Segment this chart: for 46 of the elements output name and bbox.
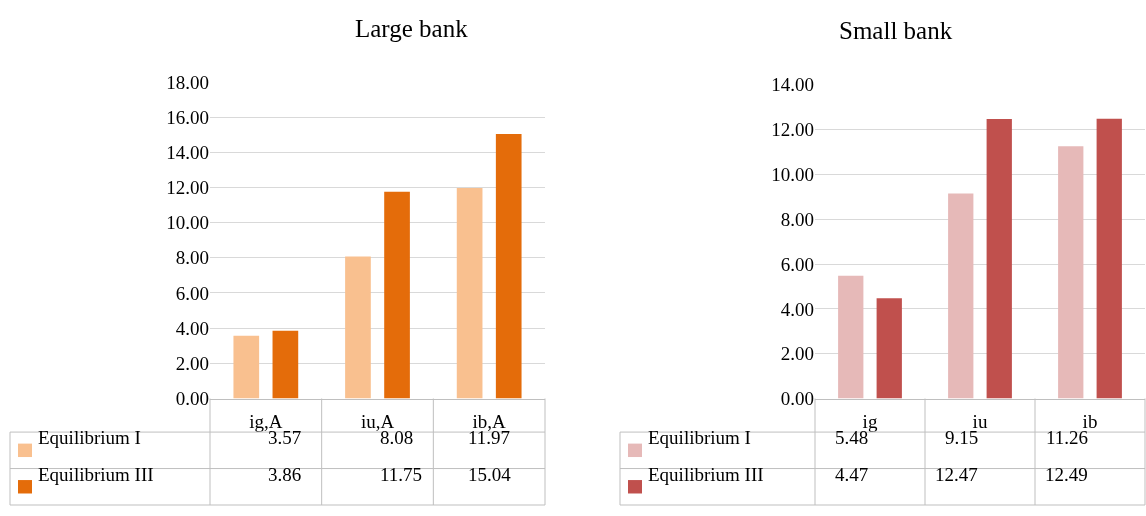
bar: [345, 256, 371, 399]
data-label: 3.86: [268, 464, 302, 485]
data-label: 15.04: [468, 464, 512, 485]
bar: [876, 298, 902, 399]
legend-label: Equilibrium I: [648, 427, 751, 448]
y-tick-label: 6.00: [175, 282, 209, 304]
data-label: 5.48: [835, 427, 869, 448]
bar: [948, 193, 974, 399]
y-tick-label: 4.00: [780, 298, 814, 320]
data-label: 8.08: [380, 427, 414, 448]
bar: [456, 188, 483, 399]
bar: [838, 275, 864, 399]
bar: [384, 191, 410, 399]
y-tick-label: 8.00: [780, 208, 814, 230]
y-tick-label: 14.00: [166, 141, 209, 163]
data-label: 11.75: [380, 464, 423, 485]
y-tick-label: 10.00: [166, 212, 209, 234]
bar: [272, 330, 299, 399]
data-label: 12.47: [935, 464, 978, 485]
y-tick-label: 16.00: [166, 106, 209, 128]
legend-label: Equilibrium III: [648, 464, 764, 485]
bar: [495, 134, 522, 399]
data-label: 12.49: [1045, 464, 1088, 485]
y-tick-label: 12.00: [771, 119, 814, 141]
chart-title: Large bank: [355, 15, 469, 42]
y-tick-label: 8.00: [175, 247, 209, 269]
y-tick-label: 14.00: [771, 74, 814, 96]
y-tick-label: 2.00: [780, 343, 814, 365]
legend-label: Equilibrium III: [38, 464, 154, 485]
y-tick-label: 0.00: [780, 388, 814, 410]
y-tick-label: 10.00: [771, 164, 814, 186]
legend-label: Equilibrium I: [38, 427, 141, 448]
bar: [1058, 146, 1084, 399]
y-tick-label: 2.00: [175, 353, 209, 374]
data-label: 4.47: [835, 464, 869, 485]
data-label: 9.15: [945, 427, 979, 448]
y-tick-label: 6.00: [780, 253, 814, 275]
y-tick-label: 12.00: [166, 177, 209, 199]
y-tick-label: 4.00: [175, 317, 209, 339]
data-label: 11.26: [1046, 427, 1089, 448]
y-tick-label: 0.00: [175, 388, 209, 410]
chart-title: Small bank: [839, 17, 953, 44]
bar: [986, 119, 1012, 399]
y-tick-label: 18.00: [166, 71, 209, 93]
bar: [233, 335, 260, 399]
bar: [1096, 118, 1122, 399]
